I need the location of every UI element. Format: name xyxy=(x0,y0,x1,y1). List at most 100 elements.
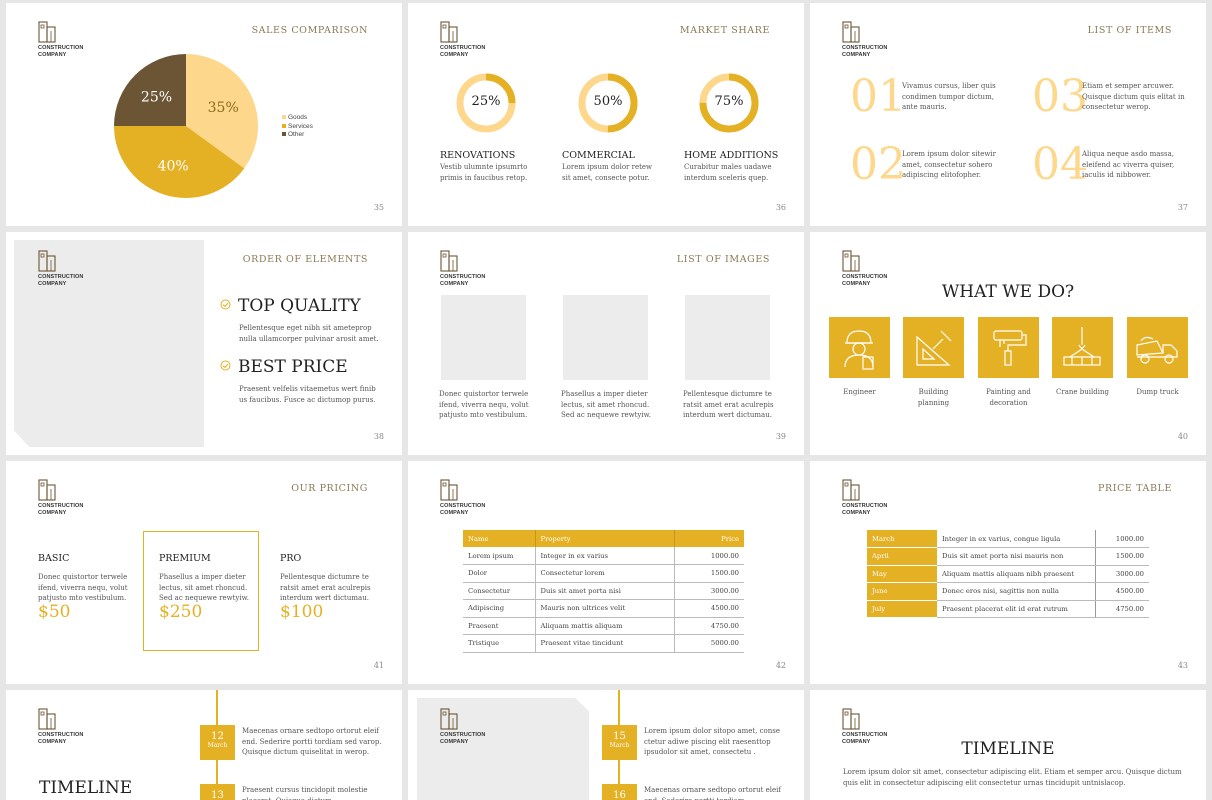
table-cell: Praesent vitae tincidunt xyxy=(535,634,675,653)
legend-swatch xyxy=(282,132,286,136)
table-row: March Integer in ex varius, congue ligula… xyxy=(867,530,1149,548)
crane-icon xyxy=(1063,327,1101,366)
page-number: 42 xyxy=(775,661,786,670)
brand-line2: COMPANY xyxy=(440,738,469,745)
table-cell: 4750.00 xyxy=(674,617,744,635)
plan-basic[interactable]: BASIC Donec quistortor terwele ifend, vi… xyxy=(38,553,138,622)
building-logo-icon xyxy=(440,21,458,43)
pie-slice-services xyxy=(114,126,245,198)
slide-40[interactable]: CONSTRUCTION COMPANY WHAT WE DO? Engineer… xyxy=(810,232,1206,455)
slide-44[interactable]: CONSTRUCTION COMPANY TIMELINE 12 March Ma… xyxy=(6,690,402,800)
brand-line2: COMPANY xyxy=(440,51,469,58)
plan-text: Donec quistortor terwele ifend, viverra … xyxy=(38,573,128,602)
segment-heading: RENOVATIONS xyxy=(440,150,516,161)
legend-item-other: Other xyxy=(282,131,313,140)
feature-text: Praesent velfelis vitaemetus wert finib … xyxy=(239,385,376,404)
page-number: 43 xyxy=(1177,661,1188,670)
brand-line1: CONSTRUCTION xyxy=(38,274,84,280)
building-logo-icon xyxy=(38,479,56,501)
timeline-date: 13 xyxy=(200,784,235,800)
slide-42[interactable]: CONSTRUCTION COMPANY Name Property Price Lor… xyxy=(408,461,804,684)
pie-legend: Goods Services Other xyxy=(282,114,313,140)
building-logo-icon xyxy=(440,708,458,730)
brand-line1: CONSTRUCTION xyxy=(440,274,486,280)
page-number: 39 xyxy=(775,432,786,441)
table-cell: Aliquam mattis aliquam nibh praesent xyxy=(937,565,1096,583)
table-cell: 3000.00 xyxy=(1095,565,1149,583)
segment-text: Vestib ulumnte ipsumrto primis in faucib… xyxy=(440,163,528,182)
table-cell: April xyxy=(867,547,937,566)
service-tile-engineer[interactable] xyxy=(829,317,890,378)
donut-fill xyxy=(578,73,638,133)
brand-line2: COMPANY xyxy=(842,51,871,58)
table-cell: 1000.00 xyxy=(1095,530,1149,548)
slide-38[interactable]: CONSTRUCTION COMPANY ORDER OF ELEMENTS TO… xyxy=(6,232,402,455)
table-cell: May xyxy=(867,565,937,583)
brand-line2: COMPANY xyxy=(38,509,67,516)
brand-logo: CONSTRUCTION COMPANY xyxy=(38,21,98,58)
timeline-intro-text: Lorem ipsum dolor sit amet, consectetur … xyxy=(843,768,1182,787)
donut-label: 75% xyxy=(714,94,744,109)
slide-35[interactable]: CONSTRUCTION COMPANY SALES COMPARISON 35%… xyxy=(6,3,402,226)
slide-46[interactable]: CONSTRUCTION COMPANY TIMELINE Lorem ipsum… xyxy=(810,690,1206,800)
service-tile-painting[interactable] xyxy=(978,317,1039,378)
pie-slice-label: 40% xyxy=(158,159,189,175)
service-label: Dump truck xyxy=(1136,388,1179,396)
timeline-date: 12 March xyxy=(200,725,235,760)
page-number: 37 xyxy=(1177,203,1188,212)
brand-logo: CONSTRUCTION COMPANY xyxy=(440,479,500,516)
plan-name: PREMIUM xyxy=(159,553,211,564)
paint-roller-icon xyxy=(993,330,1027,366)
building-logo-icon xyxy=(842,708,860,730)
service-label: Painting and decoration xyxy=(986,388,1031,407)
brand-line1: CONSTRUCTION xyxy=(440,732,486,738)
slide-36[interactable]: CONSTRUCTION COMPANY MARKET SHARE 25% RENO… xyxy=(408,3,804,226)
slide-title: WHAT WE DO? xyxy=(941,282,1075,302)
slide-45[interactable]: CONSTRUCTION COMPANY 15 March Lorem ipsum… xyxy=(408,690,804,800)
slide-39[interactable]: CONSTRUCTION COMPANY LIST OF IMAGES Donec… xyxy=(408,232,804,455)
slide-43[interactable]: CONSTRUCTION COMPANY PRICE TABLE March Int… xyxy=(810,461,1206,684)
slide-title: LIST OF ITEMS xyxy=(1087,25,1172,36)
brand-line1: CONSTRUCTION xyxy=(38,45,84,51)
plan-name: BASIC xyxy=(38,553,70,564)
table-cell: 4500.00 xyxy=(1095,582,1149,601)
slide-41[interactable]: CONSTRUCTION COMPANY OUR PRICING BASIC Do… xyxy=(6,461,402,684)
brand-logo: CONSTRUCTION COMPANY xyxy=(842,21,902,58)
brand-line2: COMPANY xyxy=(440,509,469,516)
premium-plan-highlight xyxy=(143,531,259,651)
service-tile-dump-truck[interactable] xyxy=(1127,317,1188,378)
segment-text: Lorem ipsum dolor retew sit amet, consec… xyxy=(562,163,653,182)
table-row: Lorem ipsum Integer in ex varius 1000.00 xyxy=(463,547,744,565)
table-cell: Consectetur lorem xyxy=(535,564,675,583)
brand-line2: COMPANY xyxy=(38,280,67,287)
legend-swatch xyxy=(282,123,286,128)
brand-line1: CONSTRUCTION xyxy=(842,503,888,509)
donut-chart: 50% xyxy=(577,72,639,134)
pie-slice-label: 35% xyxy=(208,100,239,116)
service-label: Engineer xyxy=(843,388,876,396)
table-cell: Integer in ex varius, congue ligula xyxy=(937,530,1096,548)
timeline-date: 16 xyxy=(602,784,637,800)
feature-text: Pellentesque eget nibh sit ameteprop nul… xyxy=(239,324,379,343)
image-placeholder xyxy=(563,295,648,380)
item-number: 02 xyxy=(850,139,906,190)
service-tile-building-planning[interactable] xyxy=(903,317,964,378)
table-row: April Duis sit amet porta nisi mauris non… xyxy=(867,547,1149,566)
plan-pro[interactable]: PRO Pellentesque dictumre te ratsit amet… xyxy=(280,553,380,622)
item-text: Lorem ipsum dolor sitewir amet, consecte… xyxy=(902,150,996,179)
table-cell: Integer in ex varius xyxy=(535,547,675,565)
building-logo-icon xyxy=(38,708,56,730)
slide-37[interactable]: CONSTRUCTION COMPANY LIST OF ITEMS 01 Viv… xyxy=(810,3,1206,226)
brand-logo: CONSTRUCTION COMPANY xyxy=(38,479,98,516)
brand-logo: CONSTRUCTION COMPANY xyxy=(38,250,98,287)
brand-line2: COMPANY xyxy=(842,280,871,287)
page-number: 41 xyxy=(373,661,384,670)
building-logo-icon xyxy=(842,479,860,501)
plan-premium[interactable]: PREMIUM Phasellus a imper dieter lectus,… xyxy=(159,553,259,622)
brand-logo: CONSTRUCTION COMPANY xyxy=(842,708,902,745)
table-cell: Aliquam mattis aliquam xyxy=(535,617,675,635)
service-tile-crane[interactable] xyxy=(1052,317,1113,378)
building-logo-icon xyxy=(38,250,56,272)
image-placeholder xyxy=(14,240,204,447)
table-cell: 3000.00 xyxy=(674,582,744,600)
